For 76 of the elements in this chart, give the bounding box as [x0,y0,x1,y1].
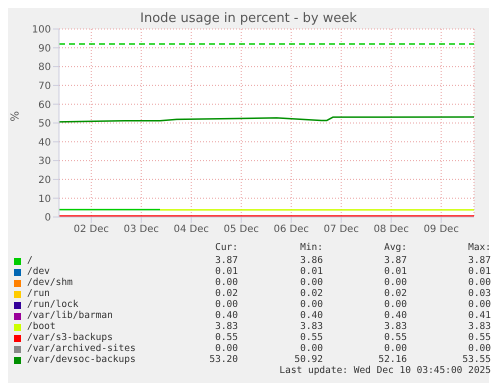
legend-label: /dev [27,266,50,277]
y-tick-label: 60 [38,100,51,111]
text: Cur: [214,242,238,253]
text: 0.01 [299,266,323,277]
text: 3.83 [214,321,238,332]
text: 0.55 [299,332,323,343]
y-tick-label: 20 [38,174,51,186]
text: 0.00 [299,343,323,354]
legend-label: /run/lock [27,299,78,310]
text: 3.87 [467,255,491,266]
text: 3.87 [214,255,238,266]
text: Max: [467,242,491,253]
x-tick-label: 06 Dec [274,224,309,236]
text: 3.83 [383,321,407,332]
y-tick-label: 0 [44,212,51,224]
text: 0.55 [467,332,491,343]
x-tick-label: 03 Dec [124,224,159,236]
text: 3.87 [383,255,407,266]
text: 0.55 [383,332,407,343]
text: 52.16 [377,354,407,365]
text: 0.40 [383,310,407,321]
text: 0.02 [214,288,238,299]
text: 0.00 [467,277,491,288]
text: 0.00 [383,343,407,354]
text: 0.01 [214,266,238,277]
text: 0.40 [299,310,323,321]
x-tick-label: 05 Dec [224,224,259,236]
y-axis-title: % [8,110,22,122]
legend-label: /boot [27,321,56,332]
text: 0.01 [383,266,407,277]
text: 53.20 [208,354,238,365]
chart-title: Inode usage in percent - by week [139,11,358,26]
text: 0.03 [467,288,491,299]
x-tick-label: 08 Dec [374,224,409,236]
legend-label: /var/archived-sites [27,343,136,354]
legend-label: /var/devsoc-backups [27,354,136,365]
text: 3.86 [299,255,323,266]
text: 3.83 [467,321,491,332]
legend-label: /dev/shm [27,277,73,288]
y-tick-label: 90 [38,43,51,54]
legend-label: / [27,255,33,266]
y-tick-label: 40 [38,137,51,148]
text: 50.92 [293,354,323,365]
x-tick-label: 07 Dec [324,224,359,236]
text: Last update: Wed Dec 10 03:45:00 2025 [278,365,491,376]
text: 3.83 [299,321,323,332]
text: 0.40 [214,310,238,321]
y-tick-label: 100 [32,24,51,36]
text: 0.00 [467,343,491,354]
x-tick-label: 02 Dec [74,224,109,236]
text: 53.55 [461,354,491,365]
text: 0.00 [383,277,407,288]
y-tick-label: 50 [38,118,51,130]
y-tick-label: 80 [38,62,51,74]
text: 0.02 [299,288,323,299]
text: 0.00 [467,299,491,310]
text: 0.00 [214,343,238,354]
legend-label: /var/lib/barman [27,310,113,321]
x-tick-label: 04 Dec [174,224,209,236]
text: Avg: [383,242,407,253]
text: Min: [299,242,323,253]
legend-label: /var/s3-backups [27,332,113,343]
text: 0.00 [299,299,323,310]
text: 0.41 [467,310,491,321]
text: 0.00 [299,277,323,288]
y-tick-label: 30 [38,156,51,168]
legend-label: /run [27,288,50,299]
text: 0.00 [214,299,238,310]
text: 0.55 [214,332,238,343]
text: 0.00 [214,277,238,288]
y-tick-label: 10 [38,194,51,205]
text: 0.02 [383,288,407,299]
y-tick-label: 70 [38,80,51,92]
x-tick-label: 09 Dec [424,224,459,236]
text: 0.00 [383,299,407,310]
text: 0.01 [467,266,491,277]
